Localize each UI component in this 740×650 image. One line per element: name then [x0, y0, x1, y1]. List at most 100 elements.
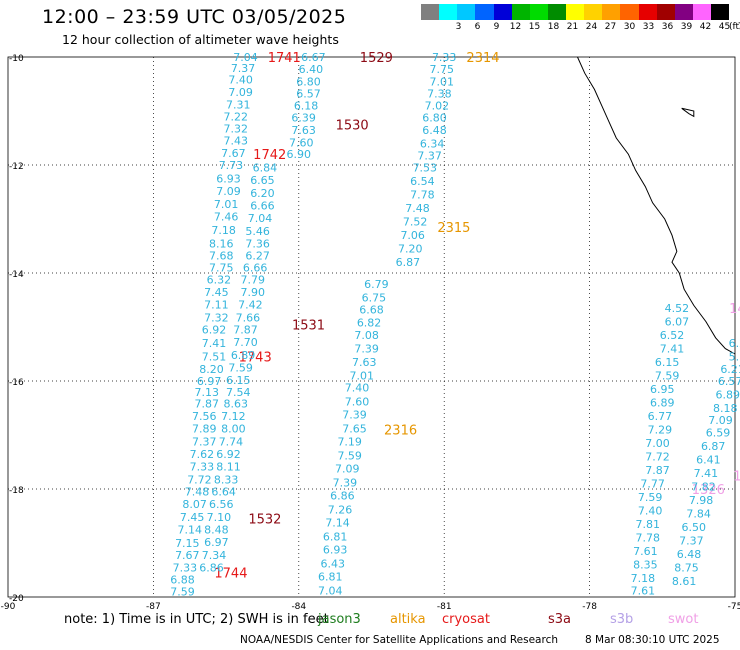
wave-height-value: 6.52 — [660, 329, 685, 342]
wave-height-value: 6.92 — [202, 324, 227, 337]
wave-height-value: 7.51 — [202, 351, 227, 364]
wave-height-value: 6.39 — [291, 111, 316, 124]
wave-height-value: 6.48 — [677, 548, 702, 561]
wave-height-value: 6.87 — [701, 440, 726, 453]
wave-height-value: 7.78 — [636, 532, 661, 545]
wave-height-value: 6.97 — [197, 375, 222, 388]
legend-tick-label: 39 — [680, 22, 693, 32]
wave-height-value: 7.33 — [432, 51, 457, 64]
wave-height-value: 6.90 — [287, 148, 312, 161]
wave-height-value: 8.35 — [633, 559, 658, 572]
wave-height-value: 7.75 — [209, 262, 234, 275]
wave-height-value: 7.87 — [645, 464, 670, 477]
legend-swatch — [439, 4, 458, 20]
wave-height-value: 6.86 — [330, 489, 355, 502]
wave-height-value: 7.65 — [342, 423, 367, 436]
wave-height-value: 7.77 — [640, 478, 665, 491]
wave-height-value: 7.40 — [228, 74, 253, 87]
wave-height-value: 7.18 — [211, 224, 236, 237]
wave-height-value: 6.88 — [170, 574, 195, 587]
pass-time-label: 2316 — [384, 424, 417, 439]
wave-height-value: 7.22 — [224, 110, 249, 123]
wave-height-value: 7.45 — [204, 286, 229, 299]
wave-height-value: 7.90 — [241, 286, 266, 299]
wave-height-value: 7.62 — [190, 448, 215, 461]
wave-height-value: 6.86 — [199, 561, 224, 574]
legend-swatch — [493, 4, 512, 20]
wave-height-value: 7.15 — [175, 537, 200, 550]
footer-note: note: 1) Time is in UTC; 2) SWH is in fe… — [64, 612, 329, 627]
wave-height-value: 7.09 — [708, 414, 733, 427]
wave-height-value: 7.48 — [405, 202, 430, 215]
wave-height-value: 7.01 — [214, 198, 239, 211]
wave-height-value: 6.80 — [422, 111, 447, 124]
wave-height-value: 7.78 — [410, 189, 435, 202]
legend-swatch — [511, 4, 530, 20]
wave-height-value: 6.07 — [665, 316, 690, 329]
wave-height-value: 7.01 — [350, 370, 375, 383]
wave-height-value: 7.87 — [233, 324, 258, 337]
wave-height-value: 7.42 — [238, 298, 263, 311]
wave-height-value: 6.57 — [718, 375, 740, 388]
wave-height-value: 7.60 — [345, 396, 370, 409]
wave-height-value: 6.56 — [209, 498, 234, 511]
wave-height-value: 8.16 — [209, 237, 234, 250]
wave-height-value: 6.92 — [216, 448, 241, 461]
wave-height-value: 7.52 — [403, 216, 428, 229]
wave-height-value: 6.81 — [318, 570, 343, 583]
wave-height-value: 6.34 — [420, 137, 445, 150]
wave-height-value: 6.93 — [323, 543, 348, 556]
wave-height-value: 7.09 — [216, 185, 241, 198]
legend-swatch — [638, 4, 657, 20]
satellite-legend-item: cryosat — [442, 612, 490, 627]
color-legend: 36912151821242730333639424570 (ft) — [421, 4, 740, 32]
lon-tick-label: -75 — [728, 602, 740, 612]
legend-tick-label: 30 — [623, 22, 636, 32]
wave-height-value: 8.00 — [221, 423, 246, 436]
wave-height-value: 7.39 — [354, 343, 379, 356]
wave-height-value: 7.32 — [204, 311, 229, 324]
legend-swatch — [421, 4, 440, 20]
wave-height-value: 6.68 — [359, 304, 384, 317]
wave-height-value: 7.98 — [689, 494, 714, 507]
wave-height-value: 7.37 — [417, 149, 442, 162]
wave-height-value: 7.26 — [328, 504, 353, 517]
legend-tick-label: 24 — [585, 22, 598, 32]
legend-tick-label: 42 — [699, 22, 712, 32]
wave-height-value: 7.75 — [430, 63, 455, 76]
wave-height-value: 7.59 — [170, 586, 195, 599]
lon-tick-label: -84 — [291, 602, 306, 612]
lat-tick-label: -18 — [9, 486, 24, 496]
pass-time-label: 1531 — [292, 318, 325, 333]
lon-tick-label: -87 — [146, 602, 161, 612]
legend-tick-label: 70 — [734, 22, 740, 32]
wave-height-value: 6.87 — [396, 256, 421, 269]
lat-tick-label: -14 — [9, 270, 24, 280]
wave-height-value: 7.29 — [648, 424, 673, 437]
wave-height-value: 7.09 — [228, 86, 253, 99]
lat-tick-label: -10 — [9, 54, 24, 64]
wave-height-value: 7.67 — [221, 147, 246, 160]
wave-height-value: 7.89 — [192, 423, 217, 436]
wave-height-value: 7.36 — [245, 237, 270, 250]
wave-height-value: 7.59 — [337, 450, 362, 463]
wave-height-value: 7.72 — [187, 473, 212, 486]
wave-height-value: 6.84 — [253, 162, 278, 175]
wave-height-value: 7.79 — [241, 273, 266, 286]
wave-height-value: 6.21 — [720, 363, 740, 376]
wave-height-value: 6.15 — [226, 374, 251, 387]
legend-tick-label: 33 — [642, 22, 655, 32]
wave-height-value: 6.32 — [207, 273, 232, 286]
wave-height-value: 8.63 — [224, 398, 249, 411]
wave-height-value: 8.20 — [199, 363, 224, 376]
wave-height-value: 7.31 — [226, 99, 251, 112]
legend-swatch — [584, 4, 603, 20]
wave-height-value: 7.06 — [400, 229, 425, 242]
wave-height-value: 7.60 — [289, 136, 314, 149]
legend-tick-label: 45 — [718, 22, 731, 32]
legend-tick-label: 6 — [474, 22, 481, 32]
legend-swatch — [692, 4, 711, 20]
wave-height-value: 6.15 — [655, 356, 680, 369]
wave-height-value: 7.81 — [636, 518, 661, 531]
